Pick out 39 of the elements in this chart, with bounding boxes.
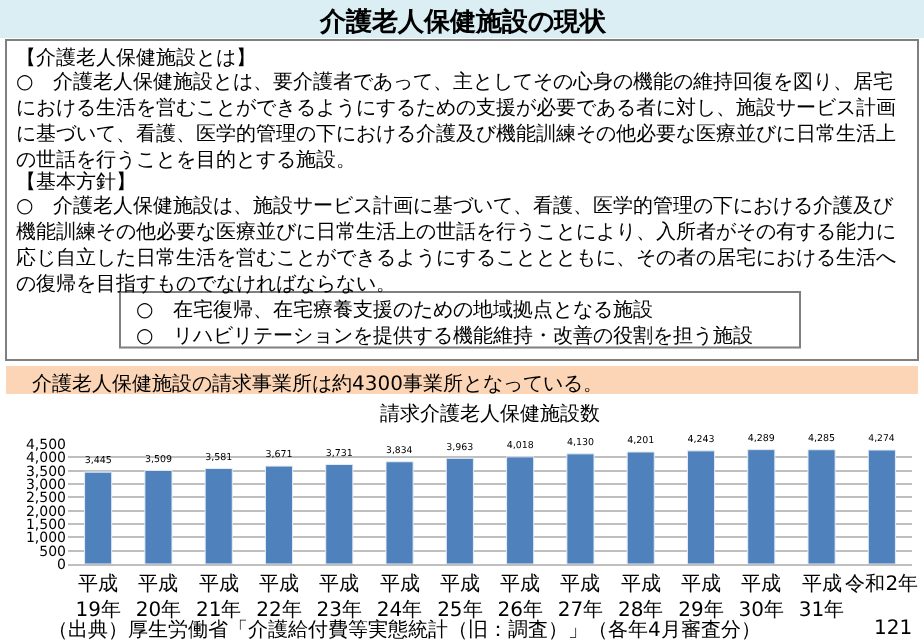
bar <box>807 449 836 564</box>
text: ○ リハビリテーションを提供する機能維持・改善の役割を担う施設 <box>136 324 754 348</box>
text: ○ 介護老人保健施設とは、要介護者であって、主としてその心身の機能の維持回復を図り、居宅における生活を営むことができるようにするための支援が必要である者に対し、施設サービス計画に基づいて、看護、医学的管理の下における介護及び機能訓練その他必要な医療並びに日常生活上の世話を行うことを目的とする施設。 <box>16 70 896 172</box>
text: ○ 在宅復帰、在宅療養支援のための地域拠点となる施設 <box>136 298 654 322</box>
text: 【基本方針】 <box>16 170 136 194</box>
bar <box>566 453 595 564</box>
bar <box>144 469 173 564</box>
x-tick-label: 令和2年 <box>845 572 919 596</box>
text: （出典）厚生労働省「介護給付費等実態統計（旧：調査）」（各年4月審査分） <box>48 618 761 640</box>
chart-subtitle: 請求介護老人保健施設数 <box>380 402 600 426</box>
bar <box>84 471 113 564</box>
x-tick-label: 平成30年 <box>738 572 785 622</box>
x-tick-label: 平成27年 <box>557 572 604 622</box>
bar <box>264 465 294 564</box>
bar <box>686 450 716 564</box>
bar <box>385 461 414 564</box>
x-tick-label: 平成21年 <box>195 572 242 622</box>
text: 介護老人保健施設の請求事業所は約4300事業所となっている。 <box>32 372 603 396</box>
text: 【介護老人保健施設とは】 <box>16 46 256 70</box>
text: ○ 介護老人保健施設は、施設サービス計画に基づいて、看護、医学的管理の下における介護及び機能訓練その他必要な医療並びに日常生活上の世話を行うことにより、入所者がその有する能力に応じ自立した日常生活を営むことができるようにすることとともに、その者の居宅における生活への復帰を目指すものでなければならない。 <box>16 194 896 296</box>
x-tick-label: 平成22年 <box>256 572 302 622</box>
bar <box>325 464 354 564</box>
chart-title: 介護老人保健施設の現状 <box>318 6 608 38</box>
bar <box>445 457 474 564</box>
text: 121 <box>874 618 913 640</box>
x-tick-label: 平成31年 <box>798 572 845 622</box>
bar <box>204 468 233 564</box>
x-tick-label: 平成26年 <box>497 572 543 622</box>
x-tick-label: 平成24年 <box>376 572 423 622</box>
x-tick-label: 平成25年 <box>437 572 483 622</box>
x-tick-label: 平成19年 <box>75 572 121 622</box>
bar <box>506 456 535 564</box>
x-tick-label: 平成20年 <box>135 572 182 622</box>
bar <box>626 451 655 564</box>
bar <box>747 449 776 564</box>
x-tick-label: 平成29年 <box>678 572 724 622</box>
x-tick-label: 平成23年 <box>316 572 363 622</box>
x-tick-label: 平成28年 <box>617 572 664 622</box>
bar <box>867 449 896 564</box>
